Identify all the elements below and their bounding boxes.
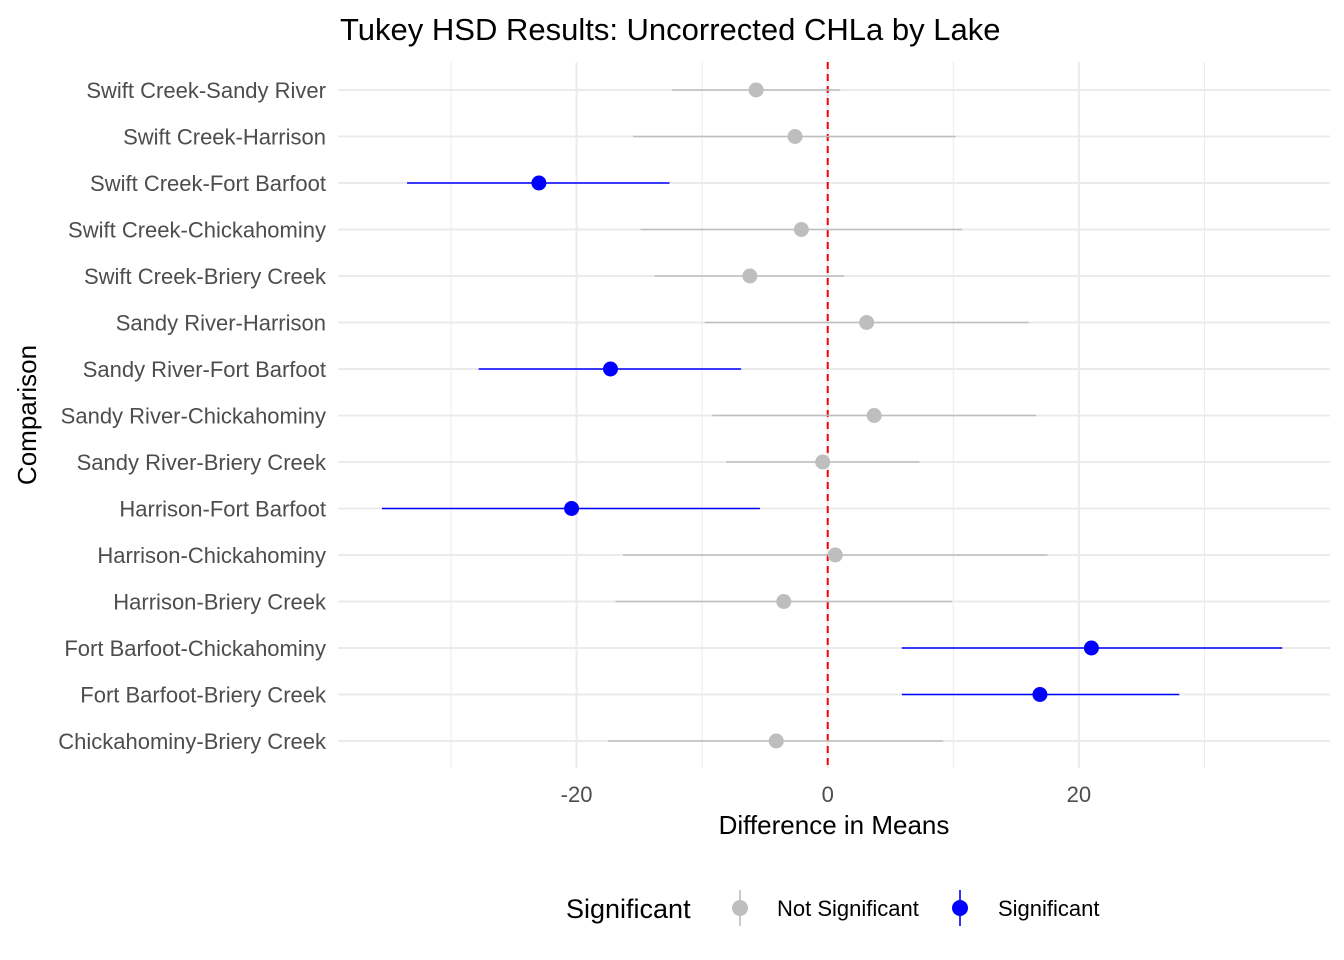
legend-key-point (952, 900, 968, 916)
estimate-point (793, 222, 809, 237)
y-tick-label: Swift Creek-Harrison (123, 125, 326, 150)
estimate-point (859, 315, 875, 330)
estimate-points (531, 82, 1099, 749)
y-tick-label: Harrison-Briery Creek (113, 590, 327, 615)
legend-title: Significant (566, 894, 691, 924)
legend-label: Not Significant (777, 896, 919, 921)
estimate-point (815, 454, 831, 470)
y-tick-label: Swift Creek-Sandy River (86, 78, 326, 103)
estimate-point (564, 501, 580, 516)
y-tick-label: Fort Barfoot-Chickahominy (64, 636, 326, 661)
y-tick-label: Chickahominy-Briery Creek (58, 729, 327, 754)
y-tick-label: Sandy River-Fort Barfoot (83, 357, 326, 382)
estimate-point (1032, 687, 1048, 702)
estimate-point (602, 361, 618, 377)
y-tick-label: Fort Barfoot-Briery Creek (80, 683, 327, 708)
estimate-point (768, 733, 784, 749)
estimate-point (1083, 640, 1099, 656)
chart-title: Tukey HSD Results: Uncorrected CHLa by L… (340, 12, 1000, 47)
x-tick-label: 0 (822, 782, 834, 807)
legend: Significant Not Significant Significant (566, 890, 1100, 926)
x-tick-labels: -20 0 20 (561, 782, 1091, 807)
estimate-point (827, 547, 843, 563)
estimate-point (748, 82, 764, 98)
y-tick-label: Sandy River-Briery Creek (77, 450, 327, 475)
y-tick-label: Swift Creek-Chickahominy (68, 218, 326, 243)
estimate-point (742, 268, 758, 284)
y-tick-label: Sandy River-Chickahominy (61, 404, 326, 429)
y-tick-labels: Swift Creek-Sandy River Swift Creek-Harri… (58, 78, 327, 754)
x-tick-label: -20 (561, 782, 593, 807)
estimate-point (776, 594, 792, 609)
y-tick-label: Sandy River-Harrison (116, 311, 326, 336)
estimate-point (531, 175, 547, 191)
y-tick-label: Swift Creek-Briery Creek (84, 264, 327, 289)
legend-key-point (732, 900, 748, 916)
y-tick-label: Harrison-Fort Barfoot (119, 497, 326, 522)
x-tick-label: 20 (1067, 782, 1091, 807)
x-axis-title: Difference in Means (719, 810, 950, 840)
y-tick-label: Harrison-Chickahominy (97, 543, 326, 568)
legend-label: Significant (998, 896, 1100, 921)
y-tick-label: Swift Creek-Fort Barfoot (90, 171, 326, 196)
estimate-point (866, 408, 882, 423)
estimate-point (787, 129, 803, 144)
y-axis-title: Comparison (12, 345, 42, 485)
